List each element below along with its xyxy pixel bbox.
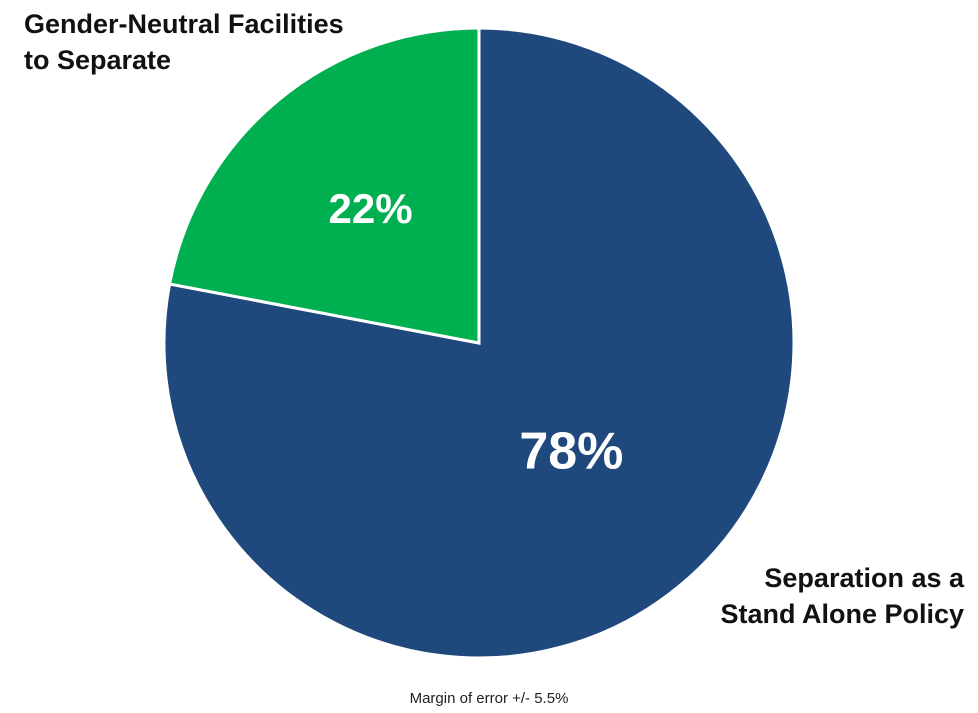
- slice-value-label-gender-neutral: 22%: [329, 185, 413, 232]
- pie-slice-separation: [162, 26, 796, 660]
- slice-category-label-gender-neutral: Gender-Neutral Facilities to Separate: [24, 9, 344, 76]
- slice-category-label-separation: Separation as a Stand Alone Policy: [720, 563, 964, 630]
- margin-of-error-note: Margin of error +/- 5.5%: [409, 690, 569, 707]
- slice-value-label-separation: 78%: [519, 422, 623, 480]
- pie-slice-gender-neutral: [167, 26, 481, 345]
- pie-slices: [162, 26, 796, 660]
